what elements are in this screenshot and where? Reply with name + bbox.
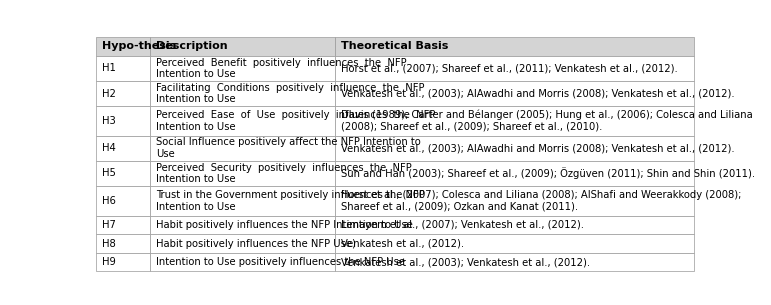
Text: Horst et al., (2007); Colesca and Liliana (2008); AlShafi and Weerakkody (2008);: Horst et al., (2007); Colesca and Lilian… — [342, 190, 742, 212]
Bar — [150, 56, 335, 81]
Bar — [335, 81, 694, 106]
Text: H1: H1 — [103, 63, 116, 73]
Text: Theoretical Basis: Theoretical Basis — [342, 41, 449, 51]
Bar — [96, 161, 150, 186]
Bar — [150, 136, 335, 161]
Text: H6: H6 — [103, 196, 116, 206]
Bar — [150, 37, 335, 56]
Bar — [335, 37, 694, 56]
Bar — [150, 186, 335, 216]
Text: Perceived  Benefit  positively  influences  the  NFP
Intention to Use: Perceived Benefit positively influences … — [156, 58, 407, 79]
Bar — [150, 106, 335, 136]
Bar — [150, 161, 335, 186]
Text: H2: H2 — [103, 88, 116, 99]
Bar — [96, 216, 150, 234]
Text: H4: H4 — [103, 143, 116, 153]
Bar — [335, 253, 694, 271]
Text: Habit positively influences the NFP Intention to Use: Habit positively influences the NFP Inte… — [156, 220, 413, 230]
Bar — [150, 81, 335, 106]
Bar — [96, 234, 150, 253]
Bar — [96, 81, 150, 106]
Bar — [335, 234, 694, 253]
Text: H5: H5 — [103, 168, 116, 178]
Text: Horst et al., (2007); Shareef et al., (2011); Venkatesh et al., (2012).: Horst et al., (2007); Shareef et al., (2… — [342, 63, 678, 73]
Bar — [150, 216, 335, 234]
Text: Venkatesh et al., (2003); AlAwadhi and Morris (2008); Venkatesh et al., (2012).: Venkatesh et al., (2003); AlAwadhi and M… — [342, 143, 735, 153]
Bar — [96, 186, 150, 216]
Bar — [335, 186, 694, 216]
Bar — [150, 253, 335, 271]
Text: Perceived  Security  positively  influences  the  NFP
Intention to Use: Perceived Security positively influences… — [156, 163, 412, 184]
Text: H8: H8 — [103, 239, 116, 249]
Text: Perceived  Ease  of  Use  positively  influences  the  NFP
Intention to Use: Perceived Ease of Use positively influen… — [156, 110, 436, 132]
Bar — [150, 234, 335, 253]
Bar — [96, 136, 150, 161]
Text: Suh and Han (2003); Shareef et al., (2009); Özgüven (2011); Shin and Shin (2011): Suh and Han (2003); Shareef et al., (200… — [342, 167, 756, 179]
Text: Venkatesh et al., (2003); Venkatesh et al., (2012).: Venkatesh et al., (2003); Venkatesh et a… — [342, 257, 591, 267]
Bar — [335, 106, 694, 136]
Text: Facilitating  Conditions  positively  influence  the  NFP
Intention to Use: Facilitating Conditions positively influ… — [156, 83, 425, 104]
Text: Trust in the Government positively influences the NFP
Intention to Use: Trust in the Government positively influ… — [156, 190, 425, 212]
Bar — [335, 216, 694, 234]
Bar — [96, 37, 150, 56]
Text: Habit positively influences the NFP Use): Habit positively influences the NFP Use) — [156, 239, 356, 249]
Text: Social Influence positively affect the NFP Intention to
Use: Social Influence positively affect the N… — [156, 138, 421, 159]
Text: H3: H3 — [103, 116, 116, 126]
Bar — [335, 161, 694, 186]
Bar — [335, 56, 694, 81]
Text: Intention to Use positively influences the NFP Use: Intention to Use positively influences t… — [156, 257, 405, 267]
Text: Venkatesh et al., (2003); AlAwadhi and Morris (2008); Venkatesh et al., (2012).: Venkatesh et al., (2003); AlAwadhi and M… — [342, 88, 735, 99]
Bar — [96, 106, 150, 136]
Bar — [96, 56, 150, 81]
Text: Venkatesh et al., (2012).: Venkatesh et al., (2012). — [342, 239, 464, 249]
Text: Davis (1989); Carter and Bélanger (2005); Hung et al., (2006); Colesca and Lilia: Davis (1989); Carter and Bélanger (2005)… — [342, 110, 753, 132]
Text: Description: Description — [156, 41, 227, 51]
Text: Hypo-thesis: Hypo-thesis — [103, 41, 177, 51]
Text: Limayem et al., (2007); Venkatesh et al., (2012).: Limayem et al., (2007); Venkatesh et al.… — [342, 220, 584, 230]
Text: H7: H7 — [103, 220, 116, 230]
Bar — [335, 136, 694, 161]
Text: H9: H9 — [103, 257, 116, 267]
Bar — [96, 253, 150, 271]
